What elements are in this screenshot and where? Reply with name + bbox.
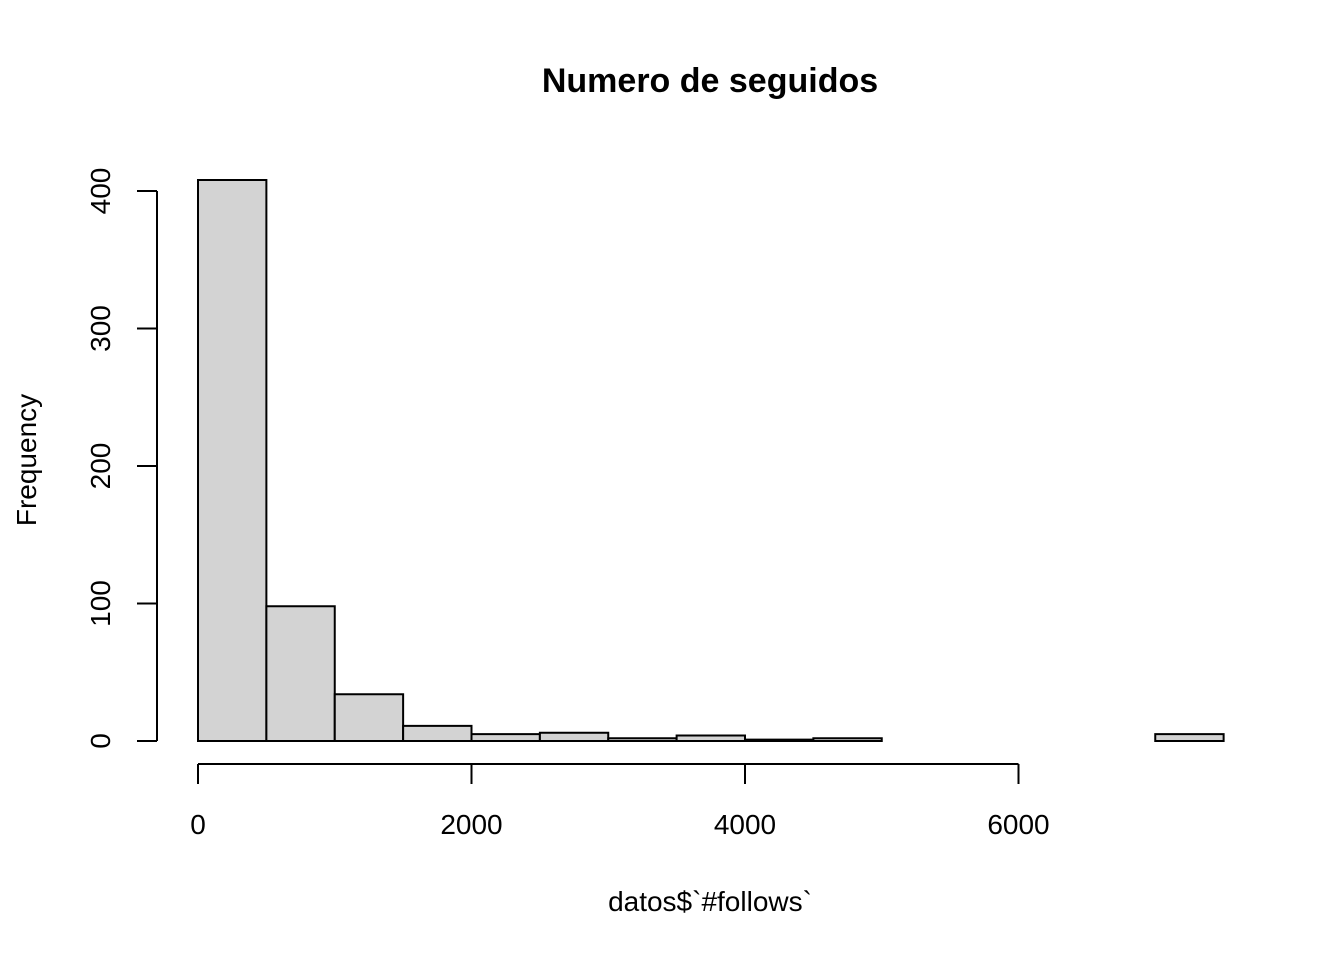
y-tick-label: 0: [85, 733, 116, 749]
histogram-bar-9: [744, 738, 815, 742]
histogram-bar-3: [333, 693, 405, 742]
histogram-bar-15: [1154, 733, 1225, 742]
x-tick-label: 6000: [987, 809, 1049, 840]
chart-title: Numero de seguidos: [542, 62, 878, 100]
histogram-bar-2: [265, 605, 336, 742]
histogram-bar-5: [470, 733, 541, 742]
histogram-bar-1: [197, 179, 268, 742]
histogram-bar-8: [675, 734, 746, 742]
x-tick-label: 4000: [714, 809, 776, 840]
histogram-bar-4: [402, 724, 473, 742]
histogram-bar-6: [538, 731, 610, 742]
y-tick-label: 400: [85, 168, 116, 215]
y-tick-label: 300: [85, 305, 116, 352]
y-tick-label: 200: [85, 443, 116, 490]
bars-group: [197, 179, 1225, 742]
y-axis: 0 100 200 300 400: [85, 168, 158, 749]
x-tick-label: 0: [190, 809, 206, 840]
x-axis-label: datos$`#follows`: [608, 886, 812, 917]
x-tick-label: 2000: [440, 809, 502, 840]
x-axis: 0 2000 4000 6000: [190, 763, 1050, 840]
histogram-bar-7: [607, 737, 678, 742]
histogram-bar-10: [812, 737, 883, 742]
y-axis-label: Frequency: [11, 394, 42, 526]
y-tick-label: 100: [85, 580, 116, 627]
